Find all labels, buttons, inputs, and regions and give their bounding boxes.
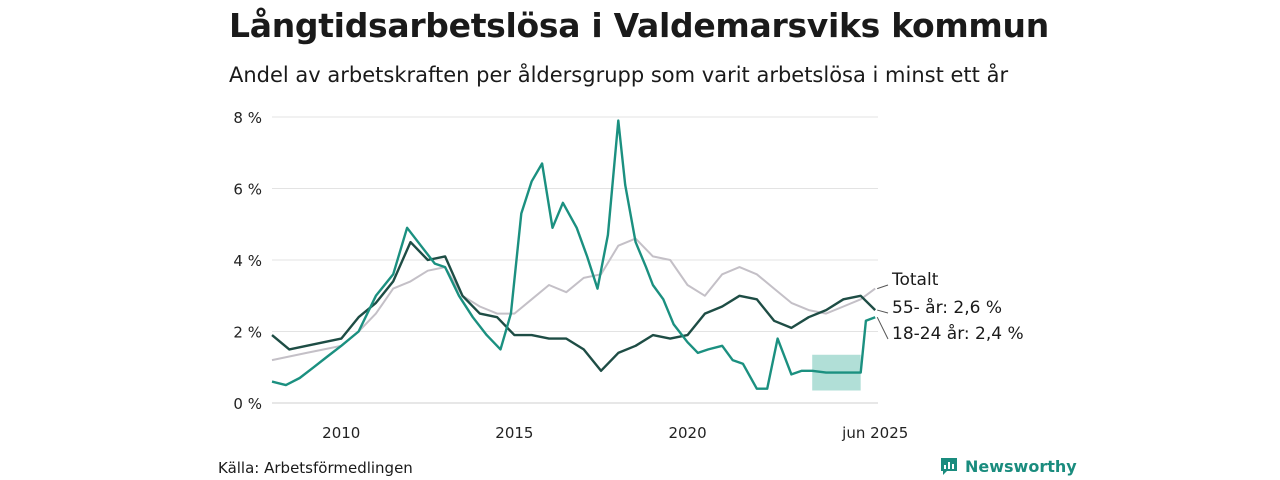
grid	[272, 116, 878, 404]
series-line-2	[271, 119, 876, 390]
x-tick-label: 2015	[495, 424, 533, 442]
chart-title: Långtidsarbetslösa i Valdemarsviks kommu…	[229, 6, 1049, 45]
y-tick-label: 8 %	[233, 109, 262, 127]
brand-name: Newsworthy	[965, 456, 1077, 476]
source-note: Källa: Arbetsförmedlingen	[218, 459, 413, 477]
y-tick-label: 4 %	[233, 252, 262, 270]
newsworthy-icon	[941, 458, 957, 475]
brand-logo: Newsworthy	[939, 456, 1077, 476]
x-tick-label: 2020	[668, 424, 706, 442]
y-axis: 0 % 2 % 4 % 6 % 8 %	[233, 109, 262, 413]
series-line-0	[271, 237, 876, 362]
label-leader	[877, 309, 889, 314]
x-tick-label: jun 2025	[841, 424, 908, 442]
series-label: 55- år: 2,6 %	[892, 297, 1002, 318]
label-leader	[877, 284, 889, 290]
y-tick-label: 0 %	[233, 395, 262, 413]
chart-subtitle: Andel av arbetskraften per åldersgrupp s…	[229, 63, 1009, 87]
label-leader	[876, 316, 889, 340]
series-lines	[271, 119, 877, 390]
series-labels: Totalt 55- år: 2,6 % 18-24 år: 2,4 %	[876, 270, 1024, 344]
x-tick-label: 2010	[322, 424, 360, 442]
y-tick-label: 6 %	[233, 181, 262, 199]
series-label: 18-24 år: 2,4 %	[892, 323, 1024, 344]
series-label: Totalt	[891, 270, 939, 290]
y-tick-label: 2 %	[233, 324, 262, 342]
x-axis: 2010 2015 2020 jun 2025	[322, 424, 908, 442]
series-line-1	[271, 240, 877, 372]
